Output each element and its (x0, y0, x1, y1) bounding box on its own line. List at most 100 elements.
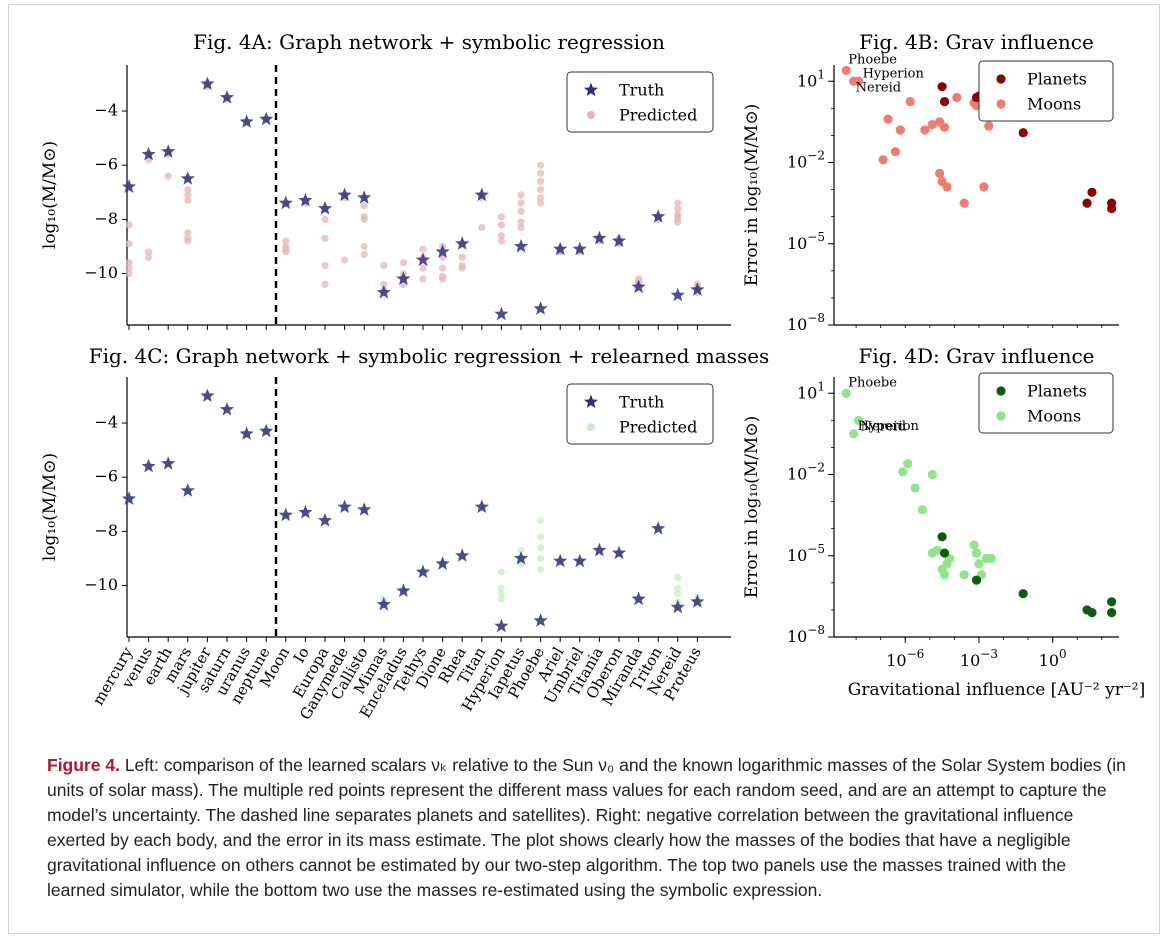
predicted-point (537, 185, 545, 194)
legend-planets-label: Planets (1027, 70, 1087, 89)
moon-point (853, 415, 864, 425)
predicted-point (497, 568, 505, 576)
predicted-point (321, 280, 329, 288)
figure-frame: Fig. 4A: Graph network + symbolic regres… (8, 4, 1160, 934)
moon-point (905, 96, 915, 107)
legend-box (566, 71, 714, 133)
truth-star (670, 599, 685, 614)
truth-star (259, 111, 274, 126)
planet-point (937, 82, 947, 92)
y-tick-label: 10−2 (787, 148, 825, 171)
truth-star (141, 146, 156, 161)
y-tick-label: 10−8 (787, 623, 825, 646)
truth-star (180, 483, 195, 497)
caption-text: Left: comparison of the learned scalars … (47, 755, 1126, 900)
predicted-point (537, 177, 545, 186)
truth-star (651, 521, 666, 535)
truth-star (298, 192, 313, 207)
truth-star (533, 613, 548, 627)
panel-4A: Fig. 4A: Graph network + symbolic regres… (40, 30, 731, 330)
predicted-point (321, 234, 329, 242)
truth-star (455, 236, 470, 250)
predicted-point (184, 237, 192, 245)
annotation-phoebe: Phoebe (848, 375, 897, 390)
predicted-point (478, 223, 486, 232)
truth-star (513, 551, 529, 565)
planet-point (1018, 128, 1028, 138)
annotation-nereid: Nereid (856, 80, 901, 95)
predicted-point (282, 237, 290, 245)
predicted-point (497, 213, 505, 221)
predicted-point (341, 256, 349, 264)
x-tick-label: 10−6 (886, 647, 924, 670)
truth-star (494, 618, 509, 633)
moon-point (910, 483, 920, 493)
chart-title-4C: Fig. 4C: Graph network + symbolic regres… (89, 344, 770, 368)
truth-star (180, 171, 195, 185)
planet-point (1107, 597, 1117, 607)
truth-star (670, 287, 685, 302)
moon-point (969, 540, 979, 550)
y-axis-label-4C: log₁₀(M/M⊙) (40, 453, 60, 561)
truth-star (435, 556, 450, 570)
predicted-point (537, 544, 545, 552)
moon-point (841, 65, 851, 76)
truth-star (553, 553, 568, 568)
moon-point (939, 570, 950, 580)
legend-4D: Planets Moons (978, 372, 1114, 434)
legend-truth-marker (583, 394, 599, 409)
predicted-point (419, 275, 427, 283)
chart-title-4B: Fig. 4B: Grav influence (859, 30, 1094, 54)
legend-truth-label: Truth (619, 393, 664, 412)
predicted-point (517, 191, 525, 199)
planet-point (971, 575, 982, 585)
truth-star (337, 187, 352, 202)
predicted-point (125, 221, 133, 229)
legend-planets-marker (996, 386, 1006, 396)
moon-point (952, 92, 962, 103)
truth-star (592, 542, 607, 557)
truth-star (631, 591, 646, 606)
planet-point (1087, 608, 1097, 618)
legend-planets-marker (996, 74, 1006, 84)
truth-star (631, 279, 646, 294)
truth-star (239, 426, 254, 440)
truth-star (317, 513, 333, 527)
annotation-phoebe: Phoebe (848, 52, 897, 67)
predicted-point (517, 546, 525, 554)
legend-moons-marker (996, 99, 1006, 109)
truth-star (611, 545, 627, 560)
predicted-point (517, 207, 525, 215)
predicted-point (360, 202, 368, 210)
moon-point (890, 147, 901, 157)
y-tick-label: 10−5 (787, 541, 825, 564)
predicted-point (497, 584, 505, 592)
predicted-point (439, 264, 447, 272)
truth-star (121, 179, 137, 193)
truth-star (219, 402, 235, 416)
predicted-point (419, 264, 427, 272)
predicted-point (321, 215, 329, 223)
truth-star (690, 594, 705, 608)
panel-4C: Fig. 4C: Graph network + symbolic regres… (40, 344, 769, 723)
truth-star (474, 187, 489, 202)
predicted-point (674, 584, 682, 592)
predicted-point (145, 248, 153, 256)
panel-4D: Fig. 4D: Grav influence 101 10−2 10−5 10−8 10… (742, 344, 1145, 700)
y-tick-label: −10 (84, 575, 118, 594)
predicted-point (184, 185, 192, 194)
moon-point (974, 559, 984, 569)
truth-star (141, 458, 156, 473)
truth-star (298, 504, 313, 519)
predicted-point (145, 253, 153, 261)
predicted-point (439, 275, 447, 283)
predicted-point (497, 595, 505, 603)
legend-truth-label: Truth (619, 81, 664, 100)
predicted-point (360, 250, 368, 259)
truth-star (592, 230, 607, 245)
predicted-point (517, 199, 525, 207)
planet-point (937, 532, 947, 542)
predicted-point (537, 169, 545, 177)
truth-star (121, 491, 137, 505)
truth-star (161, 456, 176, 470)
